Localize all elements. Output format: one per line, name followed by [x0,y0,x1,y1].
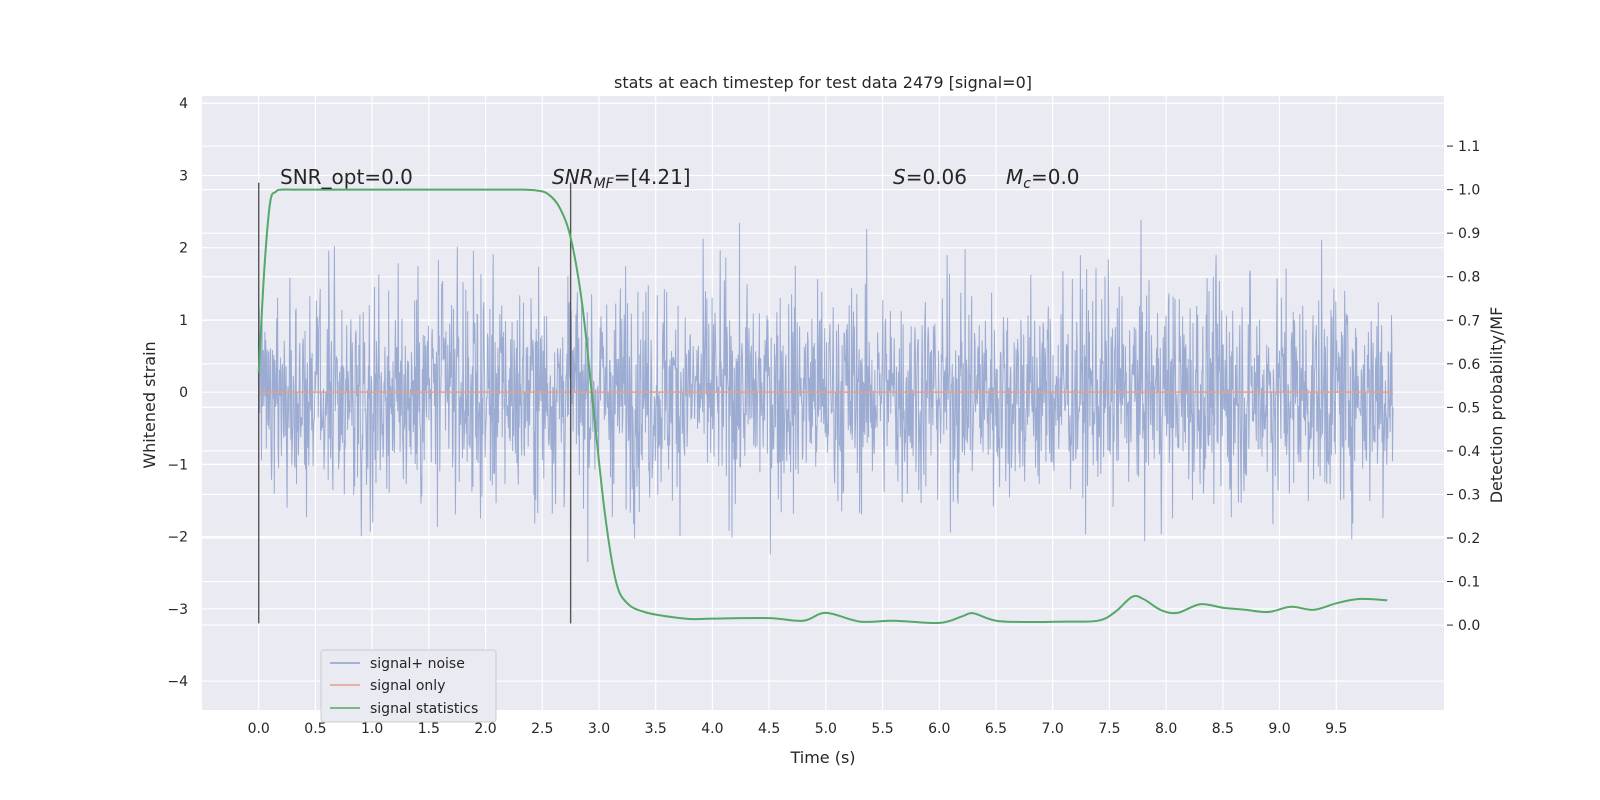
y-axis-label: Whitened strain [140,341,159,468]
y-tick-label: 3 [179,168,188,184]
annotation-snr-opt: SNR_opt=0.0 [280,165,413,189]
legend-label-statistics: signal statistics [370,701,478,717]
annotation-mc-main: M [1006,165,1023,189]
y2-tick-label: 1.1 [1458,139,1480,155]
y-tick-label: 0 [179,385,188,401]
y2-tick-label: 0.3 [1458,487,1480,503]
legend-box [320,649,497,723]
annotation-s-value: =0.06 [906,165,967,189]
x-tick-label: 6.0 [928,721,950,737]
y-tick-label: −4 [167,674,188,690]
x-tick-label: 0.5 [304,721,326,737]
annotation-snr-mf-value: =[4.21] [614,165,691,189]
y-tick-labels: 4 3 2 1 0 −1 −2 −3 −4 [167,96,188,690]
y2-tick-label: 0.7 [1458,313,1480,329]
x-tick-label: 5.5 [871,721,893,737]
x-tick-label: 3.5 [645,721,667,737]
y-tick-label: −2 [167,530,188,546]
x-tick-label: 6.5 [985,721,1007,737]
y2-axis-label: Detection probability/MF [1487,307,1506,504]
x-tick-labels: 0.0 0.5 1.0 1.5 2.0 2.5 3.0 3.5 4.0 4.5 5.0 5.5 6.0 6… [248,721,1348,737]
annotation-snr-mf: SNRMF=[4.21] [552,165,691,192]
x-tick-label: 0.0 [248,721,270,737]
y2-tick-label: 0.1 [1458,575,1480,591]
x-tick-label: 2.0 [474,721,496,737]
x-tick-label: 5.0 [815,721,837,737]
x-tick-label: 9.0 [1268,721,1290,737]
x-tick-label: 2.5 [531,721,553,737]
y2-tick-label: 0.5 [1458,400,1480,416]
annotation-mc-value: =0.0 [1031,165,1080,189]
legend-label-noise: signal+ noise [370,656,465,672]
x-tick-label: 4.5 [758,721,780,737]
x-tick-label: 9.5 [1325,721,1347,737]
y2-tick-label: 0.8 [1458,270,1480,286]
y-tick-label: −1 [167,457,188,473]
x-tick-label: 1.0 [361,721,383,737]
annotation-snr-mf-main: SNR [552,165,594,189]
y2-tick-label: 0.9 [1458,226,1480,242]
x-tick-label: 8.5 [1212,721,1234,737]
x-tick-label: 1.5 [418,721,440,737]
y2-tick-label: 0.0 [1458,618,1480,634]
y-tick-label: −3 [167,602,188,618]
y2-tick-labels: 1.1 1.0 0.9 0.8 0.7 0.6 0.5 0.4 0.3 0.2 0.1 0.0 [1447,139,1480,634]
signal-statistics-series [257,188,1388,625]
x-tick-label: 7.0 [1042,721,1064,737]
annotation-snr-mf-sub: MF [594,176,615,192]
y2-tick-label: 0.2 [1458,531,1480,547]
x-tick-label: 8.0 [1155,721,1177,737]
noise-series [258,219,1394,563]
x-axis-label: Time (s) [789,748,855,767]
annotation-s: S=0.06 [893,165,967,189]
annotation-mc: Mc=0.0 [1006,165,1080,192]
x-tick-label: 4.0 [701,721,723,737]
x-tick-label: 3.0 [588,721,610,737]
noise-line [258,219,1394,563]
annotation-s-main: S [893,165,906,189]
legend-label-signal: signal only [370,678,445,694]
y-tick-label: 1 [179,313,188,329]
marker-lines [258,182,572,624]
annotation-mc-sub: c [1023,176,1031,192]
y2-tick-label: 1.0 [1458,183,1480,199]
chart-title: stats at each timestep for test data 247… [614,73,1032,92]
y-tick-label: 4 [179,96,188,112]
y2-tick-label: 0.6 [1458,357,1480,373]
signal-statistics-line [257,188,1388,625]
x-tick-label: 7.5 [1098,721,1120,737]
y2-tick-label: 0.4 [1458,444,1480,460]
legend: signal+ noise signal only signal statist… [320,649,497,723]
y-tick-label: 2 [179,241,188,257]
